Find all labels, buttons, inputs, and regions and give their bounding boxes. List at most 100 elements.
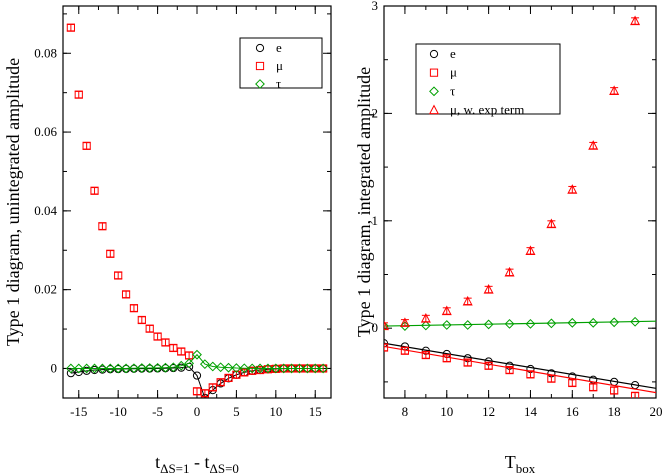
data-point	[302, 363, 313, 374]
data-point	[442, 354, 451, 363]
data-point	[483, 284, 494, 294]
y-tick-label: 0	[51, 360, 58, 375]
data-point	[462, 320, 473, 330]
series-τ	[65, 349, 329, 374]
data-point	[384, 321, 389, 331]
data-point	[145, 324, 154, 333]
series-μ	[66, 23, 328, 398]
data-point	[505, 365, 514, 375]
data-point	[441, 305, 452, 316]
legend-marker	[255, 61, 265, 71]
y-tick-label: 0.06	[34, 124, 57, 139]
data-point	[247, 363, 258, 374]
data-point	[630, 316, 640, 327]
data-point	[66, 369, 75, 378]
x-tick-label: -5	[152, 404, 163, 419]
x-tick-label: 14	[524, 404, 538, 419]
x-tick-label: 5	[233, 404, 240, 419]
legend-label: τ	[276, 76, 281, 91]
data-point	[129, 363, 139, 374]
data-point	[609, 317, 620, 328]
data-point	[73, 363, 84, 374]
data-point	[74, 90, 83, 99]
data-point	[504, 266, 515, 277]
data-point	[255, 365, 265, 375]
data-point	[278, 363, 289, 374]
x-tick-label: 12	[482, 404, 495, 419]
data-point	[129, 304, 139, 313]
chart-left: -15 -10 -5 0 5 10 15 0 0.02 0.04 0.06 0.08 tΔS=1 - t…	[3, 5, 332, 474]
data-point	[215, 362, 226, 373]
series-τ	[384, 316, 656, 331]
x-tick-label: 0	[194, 404, 201, 419]
data-point	[184, 358, 195, 369]
legend: eμτ μ, w. exp term	[415, 43, 561, 117]
y-tick-label: 0	[372, 320, 379, 335]
data-point	[152, 362, 163, 373]
x-axis-label: Tbox	[505, 452, 536, 474]
data-point	[421, 350, 430, 360]
data-point	[208, 383, 217, 392]
data-point	[98, 222, 107, 231]
data-point	[504, 318, 515, 329]
series-μ, w. exp term	[384, 15, 641, 331]
data-point	[384, 320, 390, 331]
legend-label: μ	[450, 65, 457, 80]
data-point	[207, 361, 218, 372]
data-point	[630, 15, 641, 26]
legend-box	[239, 37, 323, 89]
legend-label: μ	[276, 58, 283, 73]
x-tick-label: 20	[650, 404, 663, 419]
data-point	[231, 363, 242, 373]
x-axis-label: tΔS=1 - tΔS=0	[155, 452, 239, 474]
legend-marker	[429, 68, 439, 77]
y-tick-label: 2	[372, 105, 379, 120]
legend-marker	[255, 43, 265, 53]
legend-marker	[428, 104, 440, 115]
y-axis-label: Type 1 diagram, integrated amplitude	[354, 67, 374, 337]
data-point	[568, 378, 577, 388]
legend-label: τ	[450, 83, 455, 98]
data-point	[294, 363, 305, 374]
plot-frame	[383, 5, 657, 399]
data-point	[483, 319, 494, 330]
fit-line	[384, 342, 656, 389]
data-point	[200, 389, 209, 398]
data-point	[89, 363, 100, 374]
data-point	[223, 362, 234, 373]
data-point	[567, 317, 578, 328]
data-point	[525, 318, 536, 329]
data-point	[224, 373, 233, 383]
series-e	[384, 339, 656, 390]
x-tick-label: -10	[110, 404, 127, 419]
y-tick-label: 0.02	[34, 282, 57, 297]
data-point	[263, 363, 273, 374]
data-point	[66, 23, 75, 32]
data-point	[400, 346, 410, 355]
y-tick-label: 1	[372, 213, 379, 228]
data-point	[121, 290, 131, 299]
legend-marker	[429, 86, 439, 97]
y-axis-label: Type 1 diagram, unintegrated amplitude	[3, 58, 23, 346]
y-axis: 0 0.02 0.04 0.06 0.08	[34, 13, 331, 375]
fit-line	[384, 345, 656, 394]
legend: eμτ	[239, 37, 323, 91]
data-point	[484, 361, 493, 370]
data-point	[609, 85, 620, 95]
x-tick-label: 15	[309, 404, 322, 419]
y-tick-label: 0.08	[34, 45, 57, 60]
data-point	[567, 184, 578, 194]
data-point	[153, 332, 162, 341]
data-point	[161, 338, 170, 347]
data-point	[113, 363, 124, 374]
data-point	[232, 370, 241, 379]
legend-marker	[255, 79, 265, 89]
series-μ	[384, 343, 656, 398]
y-tick-label: 0.04	[34, 203, 57, 218]
data-point	[441, 320, 452, 330]
data-point	[114, 271, 123, 280]
data-point	[610, 386, 619, 395]
data-point	[286, 363, 297, 374]
data-point	[144, 363, 155, 373]
data-point	[630, 391, 640, 398]
